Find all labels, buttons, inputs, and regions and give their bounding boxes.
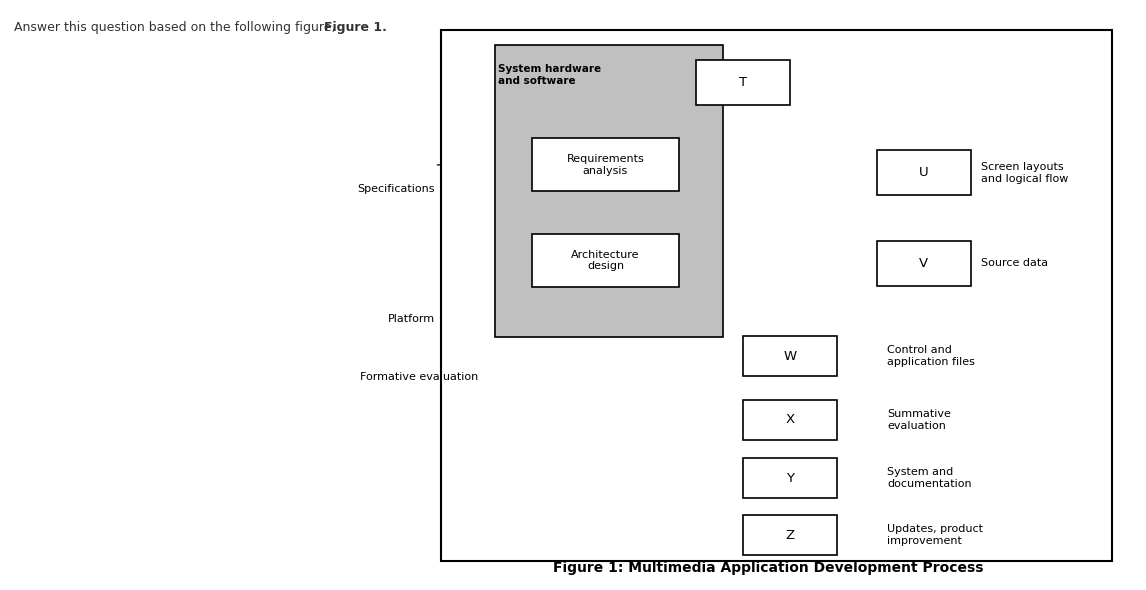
Text: Y: Y xyxy=(786,471,794,485)
Text: System and
documentation: System and documentation xyxy=(887,467,972,489)
Text: T: T xyxy=(739,76,747,89)
Text: Z: Z xyxy=(785,529,794,542)
Text: Source data: Source data xyxy=(981,258,1047,268)
Text: Figure 1: Multimedia Application Development Process: Figure 1: Multimedia Application Develop… xyxy=(552,561,983,575)
Text: W: W xyxy=(783,349,796,363)
Text: Control and
application files: Control and application files xyxy=(887,345,975,367)
Text: Formative evaluation: Formative evaluation xyxy=(360,372,478,382)
Text: Specifications: Specifications xyxy=(358,184,434,194)
Text: Architecture
design: Architecture design xyxy=(571,250,639,271)
Text: Platform: Platform xyxy=(387,314,434,324)
Text: X: X xyxy=(785,413,794,427)
Text: Requirements
analysis: Requirements analysis xyxy=(566,154,644,176)
Text: Screen layouts
and logical flow: Screen layouts and logical flow xyxy=(981,162,1068,183)
Text: U: U xyxy=(919,166,928,179)
Text: System hardware
and software: System hardware and software xyxy=(499,64,602,86)
Text: Answer this question based on the following figure,: Answer this question based on the follow… xyxy=(14,21,339,34)
Text: Summative
evaluation: Summative evaluation xyxy=(887,409,951,431)
Text: V: V xyxy=(919,257,928,270)
Text: Updates, product
improvement: Updates, product improvement xyxy=(887,524,983,546)
Text: Figure 1.: Figure 1. xyxy=(323,21,386,34)
